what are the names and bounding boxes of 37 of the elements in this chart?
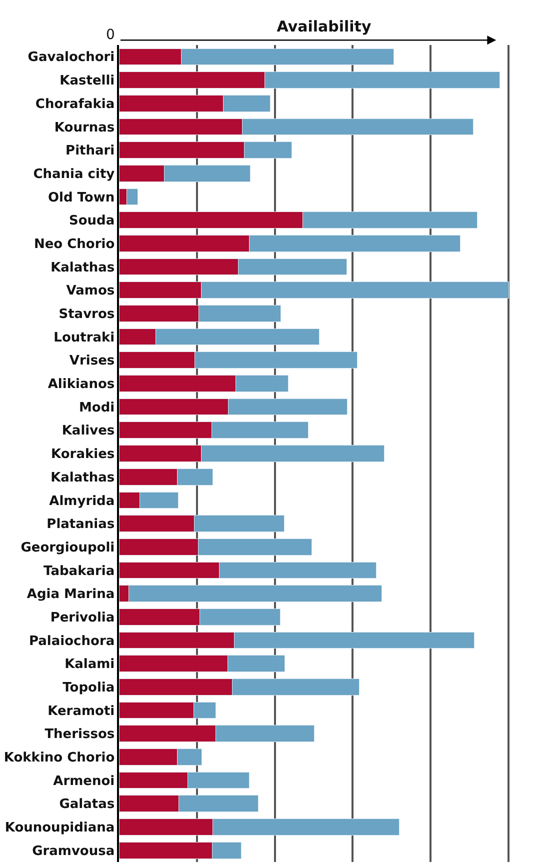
- text: 0: [106, 27, 115, 43]
- y-tick-label: Armenoi: [53, 774, 115, 789]
- y-tick-label: Platanias: [46, 517, 115, 532]
- y-tick-label: Kalathas: [50, 260, 115, 276]
- y-tick-label: Gavalochori: [28, 50, 115, 66]
- y-tick-label: Palaiochora: [28, 634, 115, 649]
- y-tick-label: Keramoti: [48, 704, 115, 719]
- y-tick-label: Alikianos: [48, 377, 115, 392]
- y-tick-label: Modi: [79, 400, 115, 416]
- y-tick-label: Chania city: [33, 166, 116, 182]
- y-tick-label: Kastelli: [60, 74, 115, 89]
- y-tick-label: Georgioupoli: [20, 540, 115, 556]
- y-tick-label: Korakies: [51, 447, 115, 462]
- y-tick-label: Kounoupidiana: [4, 820, 115, 836]
- y-tick-label: Neo Chorio: [34, 236, 115, 252]
- y-tick-label: Loutraki: [54, 330, 115, 346]
- y-tick-label: Perivolia: [50, 610, 115, 626]
- y-tick-label: Pithari: [66, 144, 115, 159]
- y-tick-label: Galatas: [59, 797, 115, 812]
- y-tick-label: Vrises: [69, 354, 115, 369]
- y-tick-label: Gramvousa: [32, 844, 115, 859]
- y-tick-label: Agia Marina: [26, 587, 115, 602]
- x-axis-title: Availability: [276, 17, 372, 36]
- y-tick-label: Tabakaria: [44, 564, 115, 579]
- y-tick-label: Kokkino Chorio: [4, 750, 115, 766]
- y-tick-label: Souda: [69, 214, 115, 229]
- y-tick-label: Chorafakia: [35, 96, 115, 112]
- y-tick-label: Almyrida: [49, 494, 115, 509]
- y-tick-label: Old Town: [48, 190, 115, 206]
- y-tick-label: Topolia: [62, 680, 115, 696]
- y-tick-label: Stavros: [58, 306, 115, 322]
- y-tick-label: Kalathas: [50, 470, 115, 486]
- y-tick-label: Vamos: [66, 284, 115, 299]
- y-tick-label: Kalives: [62, 424, 115, 439]
- y-tick-label: Kournas: [54, 120, 115, 136]
- y-tick-label: Therissos: [44, 727, 115, 742]
- y-tick-label: Kalami: [64, 657, 115, 672]
